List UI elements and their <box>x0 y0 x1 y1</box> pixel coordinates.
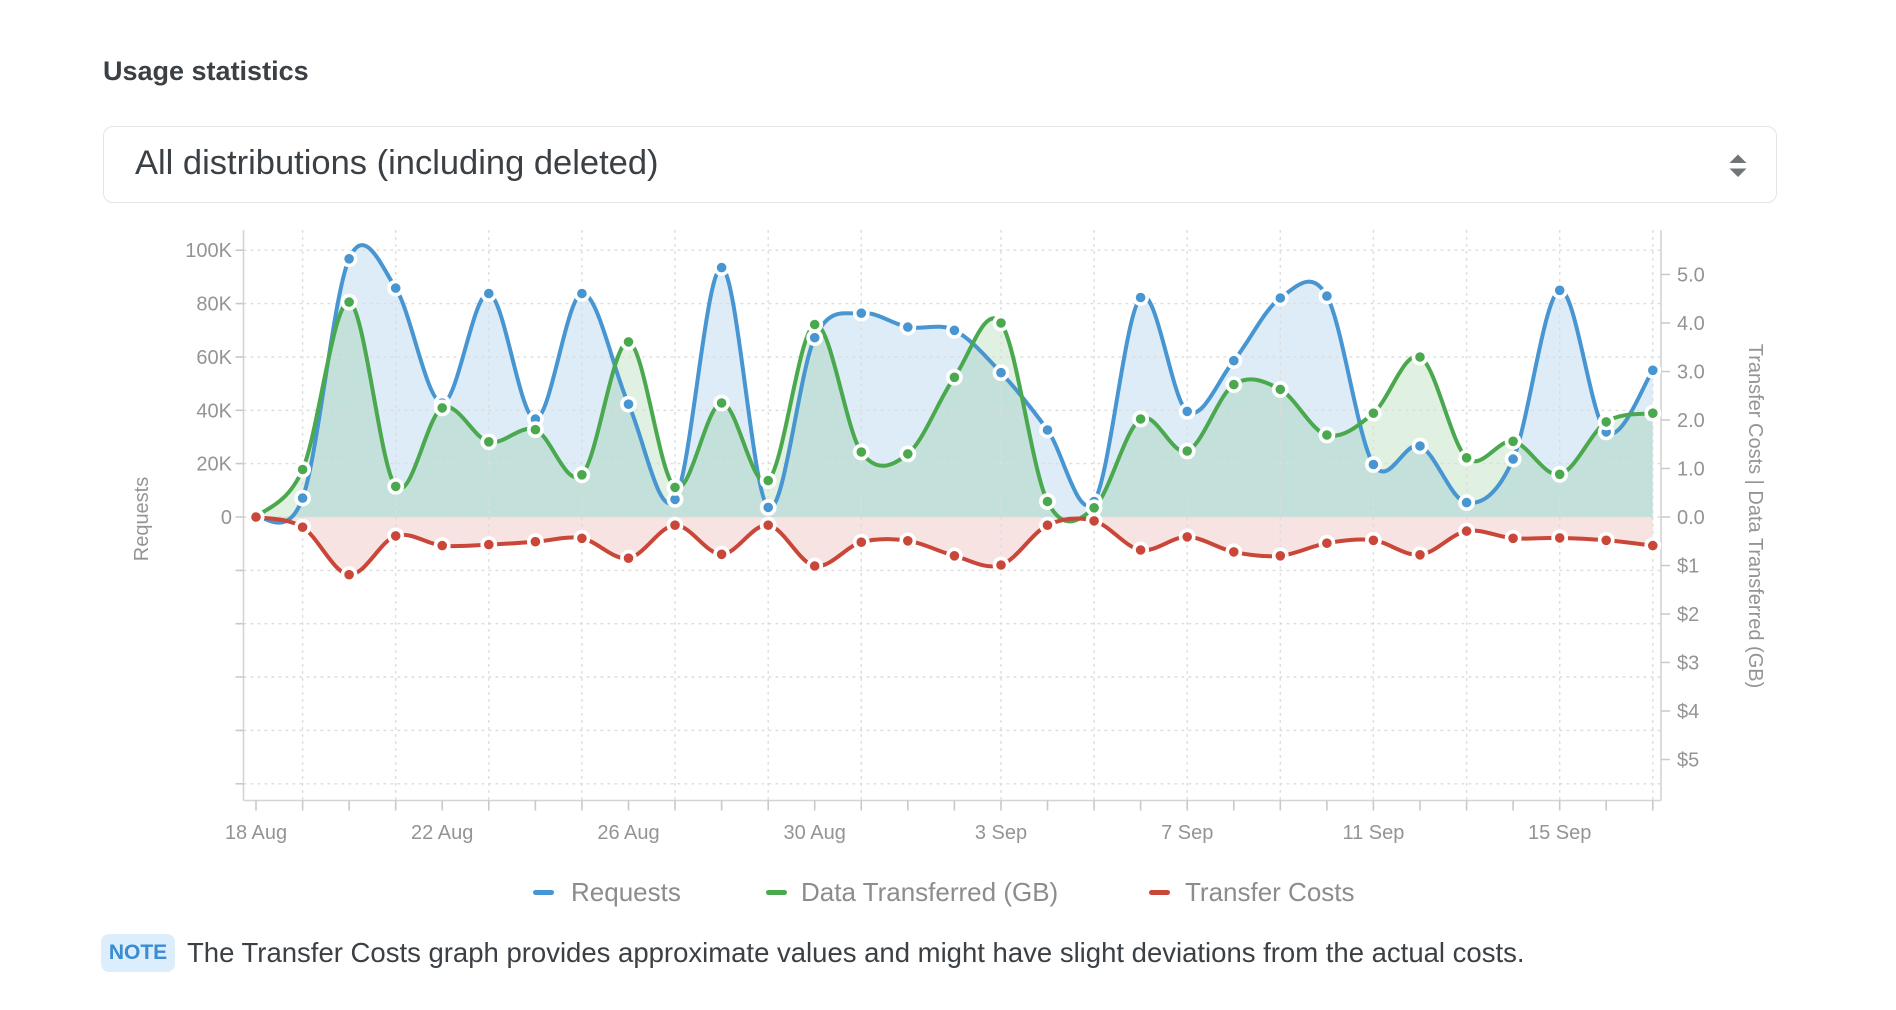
svg-text:$5: $5 <box>1677 750 1699 772</box>
svg-text:100K: 100K <box>185 240 232 262</box>
svg-text:26 Aug: 26 Aug <box>597 822 659 844</box>
svg-text:40K: 40K <box>196 400 232 422</box>
svg-text:3 Sep: 3 Sep <box>975 822 1027 844</box>
svg-text:80K: 80K <box>196 294 232 316</box>
svg-text:11 Sep: 11 Sep <box>1342 822 1404 844</box>
svg-text:7 Sep: 7 Sep <box>1161 822 1213 844</box>
svg-text:4.0: 4.0 <box>1677 313 1705 335</box>
svg-text:60K: 60K <box>196 347 232 369</box>
svg-text:$3: $3 <box>1677 653 1699 675</box>
svg-text:20K: 20K <box>196 454 232 476</box>
svg-text:$1: $1 <box>1677 556 1699 578</box>
svg-text:18 Aug: 18 Aug <box>225 822 287 844</box>
svg-text:5.0: 5.0 <box>1677 265 1705 287</box>
svg-text:$2: $2 <box>1677 604 1699 626</box>
svg-text:22 Aug: 22 Aug <box>411 822 473 844</box>
svg-text:30 Aug: 30 Aug <box>784 822 846 844</box>
svg-text:15 Sep: 15 Sep <box>1528 822 1591 844</box>
svg-text:0.0: 0.0 <box>1677 507 1705 529</box>
svg-text:$4: $4 <box>1677 701 1699 723</box>
svg-text:Requests: Requests <box>131 477 153 562</box>
svg-text:2.0: 2.0 <box>1677 410 1705 432</box>
svg-text:1.0: 1.0 <box>1677 459 1705 481</box>
svg-text:3.0: 3.0 <box>1677 362 1705 384</box>
svg-text:Transfer Costs | Data Transfer: Transfer Costs | Data Transferred (GB) <box>1744 344 1766 689</box>
svg-text:0: 0 <box>221 507 232 529</box>
